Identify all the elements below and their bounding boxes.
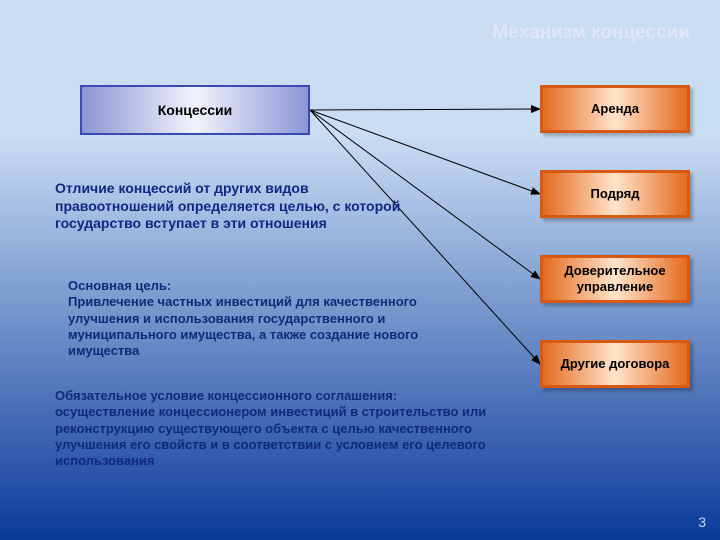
related-contract-node: Другие договора [540, 340, 690, 388]
mandatory-condition-heading: Обязательное условие концессионного согл… [55, 388, 495, 404]
distinction-text: Отличие концессий от других видов правоо… [55, 180, 400, 231]
mandatory-condition-body: осуществление концессионером инвестиций … [55, 404, 486, 468]
distinction-paragraph: Отличие концессий от других видов правоо… [55, 180, 415, 233]
main-goal-heading: Основная цель: [68, 278, 458, 294]
main-goal-body: Привлечение частных инвестиций для качес… [68, 294, 418, 358]
related-contract-node: Аренда [540, 85, 690, 133]
related-contract-node: Подряд [540, 170, 690, 218]
related-contract-node: Доверительное управление [540, 255, 690, 303]
mandatory-condition-paragraph: Обязательное условие концессионного согл… [55, 388, 495, 469]
related-contract-label: Доверительное управление [543, 263, 687, 294]
concession-label: Концессии [158, 102, 233, 118]
related-contract-label: Подряд [591, 186, 640, 202]
concession-node: Концессии [80, 85, 310, 135]
related-contract-label: Другие договора [561, 356, 670, 372]
slide-title: Механизм концессии [492, 22, 690, 44]
content-layer: Механизм концессии Концессии Аренда Подря… [0, 0, 720, 540]
related-contract-label: Аренда [591, 101, 639, 117]
main-goal-paragraph: Основная цель: Привлечение частных инвес… [68, 278, 458, 359]
page-number: 3 [698, 514, 706, 530]
